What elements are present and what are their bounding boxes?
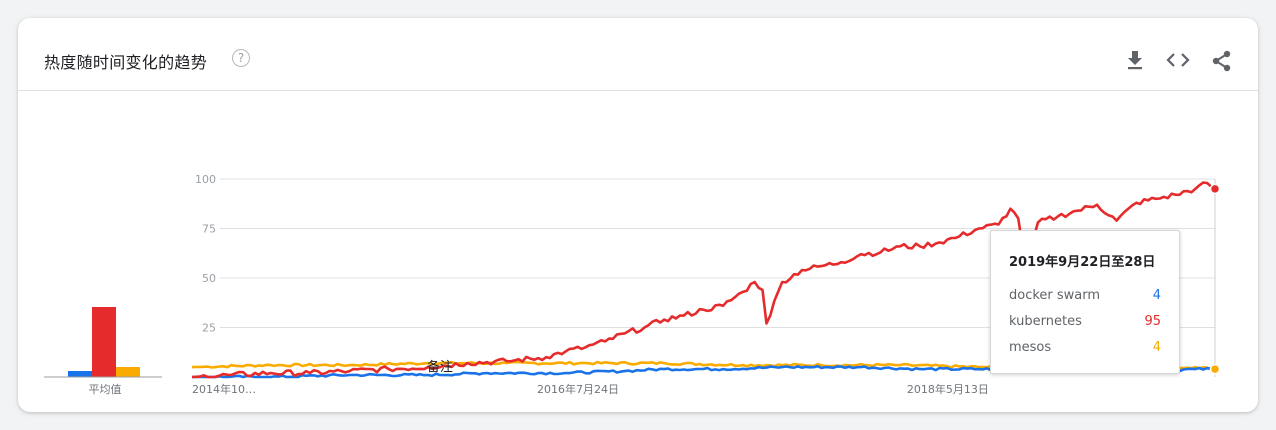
y-tick-label: 50 [202, 272, 216, 285]
chart-axes: 2014年10… 2016年7月24日 2018年5月13日 [192, 382, 989, 396]
tooltip-series-value: 4 [1152, 340, 1161, 355]
embed-code-icon[interactable] [1166, 50, 1190, 70]
series-line-kubernetes [191, 181, 1216, 379]
average-bar-chart: 平均值 [44, 307, 162, 396]
average-bar-docker-swarm [68, 371, 92, 377]
x-tick-label: 2014年10… [192, 382, 256, 396]
trend-chart: 平均值 25 50 75 100 备注 2014年10… 2016年7月24日 2018年… [44, 173, 1221, 396]
average-bar-kubernetes [92, 307, 116, 377]
tooltip-row-mesos: mesos 4 [1009, 340, 1161, 355]
tooltip-series-label: mesos [1009, 340, 1052, 355]
x-tick-label: 2018年5月13日 [907, 382, 989, 396]
tooltip-series-value: 4 [1152, 288, 1161, 303]
chart-title: 热度随时间变化的趋势 [44, 53, 208, 72]
average-bar-mesos [116, 367, 140, 377]
x-tick-label: 2016年7月24日 [537, 382, 619, 396]
annotation-label: 备注 [427, 359, 453, 375]
hover-tooltip: 2019年9月22日至28日 docker swarm 4 kubernetes… [990, 230, 1180, 374]
tooltip-series-label: docker swarm [1009, 288, 1101, 303]
trend-card: 热度随时间变化的趋势 ? 平均值 25 50 75 100 备注 2014年10… 20… [18, 18, 1258, 412]
share-icon[interactable] [1211, 50, 1233, 72]
hover-marker-mesos [1209, 363, 1221, 375]
hover-marker-kubernetes [1209, 183, 1221, 195]
y-tick-label: 75 [202, 223, 216, 236]
tooltip-date: 2019年9月22日至28日 [1009, 255, 1156, 270]
help-icon[interactable]: ? [232, 49, 250, 67]
download-icon[interactable] [1126, 50, 1144, 70]
tooltip-row-docker-swarm: docker swarm 4 [1009, 288, 1161, 303]
y-tick-label: 100 [195, 173, 216, 186]
card-header: 热度随时间变化的趋势 ? [18, 18, 1258, 91]
tooltip-series-label: kubernetes [1009, 314, 1082, 329]
tooltip-row-kubernetes: kubernetes 95 [1009, 314, 1161, 329]
y-tick-label: 25 [202, 322, 216, 335]
tooltip-series-value: 95 [1144, 314, 1161, 329]
average-axis-label: 平均值 [89, 383, 122, 396]
